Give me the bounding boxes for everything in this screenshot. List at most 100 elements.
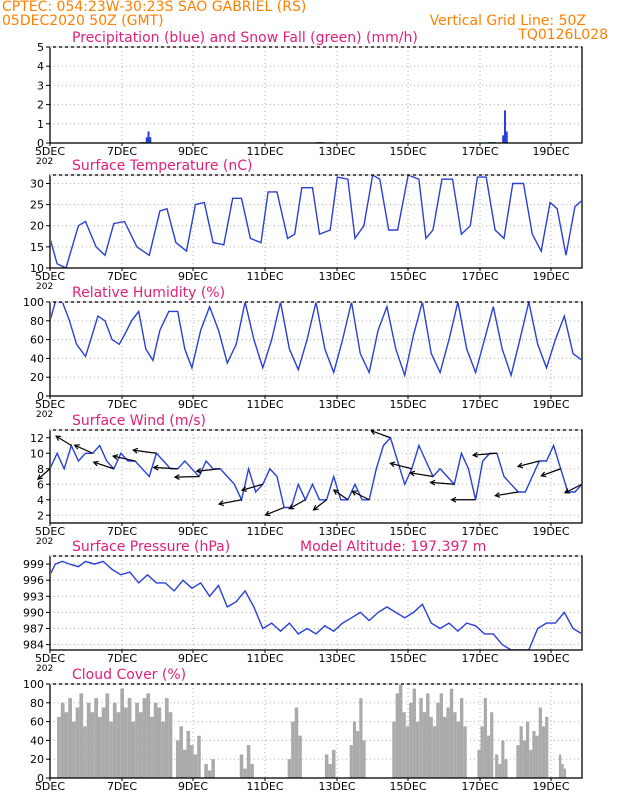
wind-arrow [351,490,370,501]
x-tick-label: 15DEC [389,398,426,411]
x-tick-label: 13DEC [318,525,355,538]
y-tick-label: 3 [37,79,44,92]
cloud-bar [352,721,357,778]
cloud-bar [250,763,254,778]
x-tick-label: 11DEC [246,652,283,665]
wind-arrow [333,489,349,501]
x-tick-label: 7DEC [107,145,137,158]
wind-arrow-head [563,488,571,494]
x-tick-label: 5DEC [35,270,65,283]
header-code: TQ0126L028 [518,27,608,43]
wind-arrow-head [312,504,319,511]
cloud-bar [399,684,403,778]
panel-precip: 0 1 2 3 4 5 5DEC 7DEC 9DEC 11DEC 13DEC 15DEC 17DEC 19… [35,30,583,167]
cloud-bar [532,731,536,778]
cloud-bar [538,707,542,778]
cloud-bar [105,693,110,778]
cloud-bar [298,735,302,778]
cloud-bar [522,740,526,778]
x-tick-label: 11DEC [246,270,283,283]
cloud-bar [405,726,410,778]
x-tick-label: 15DEC [389,525,426,538]
wind-arrow [495,491,519,497]
cloud-bar [459,698,464,778]
wind-arrow-head [195,467,202,474]
cloud-bar [490,712,494,778]
cloud-bar [164,698,169,778]
x-tick-label: 13DEC [318,145,355,158]
cloud-bar [561,763,564,778]
y-tick-label: 1 [37,118,44,131]
wind-arrow [93,461,115,470]
panel-title: Surface Temperature (nC) [72,158,253,174]
wind-arrow-head [288,504,295,510]
cloud-bar [541,726,546,778]
wind-arrows [37,429,583,517]
x-tick-label: 5DEC [35,652,65,665]
cloud-bar [161,721,165,778]
y-tick-label: 12 [30,432,44,445]
cloud-bar [412,688,416,778]
x-tick-label: 19DEC [532,398,569,411]
cloud-bar [90,712,95,778]
precip-bar [502,135,505,143]
cloud-bar [545,716,549,778]
cloud-bar [483,698,487,778]
wind-arrow-head [152,464,159,471]
wind-arrow [153,466,178,470]
y-tick-label: 993 [23,590,44,603]
wind-arrow [174,475,199,478]
wind-arrow [541,468,561,477]
wind-arrow [410,472,434,478]
cloud-bar [415,721,420,778]
cloud-bar [392,721,396,778]
wind-arrow-head [131,447,139,454]
wind-arrow-head [516,462,524,469]
wind-arrow-head [450,496,457,503]
y-tick-label: 4 [37,60,44,73]
wind-arrow-head [408,470,416,477]
cloud-bar [525,721,530,778]
y-tick-label: 0 [37,772,44,785]
cloud-bar [150,716,154,778]
cloud-bar [83,726,87,778]
cloud-bar [135,702,139,778]
wind-arrow [113,455,136,462]
cloud-bar [60,702,65,778]
y-tick-label: 100 [23,296,44,309]
cloud-bar [504,759,508,778]
wind-arrow-head [264,510,271,517]
y-tick-label: 60 [30,334,44,347]
x-tick-label: 5DEC [35,398,65,411]
cloud-bar [519,726,523,778]
year-stub: 202 [36,282,53,292]
x-tick-label: 19DEC [532,525,569,538]
series-line-wind [51,436,581,509]
series-line-temp [51,175,581,268]
panel-rh: 0 20 40 60 80 100 5DEC 7DEC 9DEC 11DEC 13DEC 15DEC 1… [23,285,583,420]
wind-arrow [370,430,391,439]
y-tick-label: 25 [30,199,44,212]
panel-wind: 2 4 6 8 10 12 5DEC 7DEC 9DEC 11DEC 13DEC 15DEC 17DEC… [30,413,583,547]
wind-arrow [564,483,583,494]
wind-arrow [196,468,221,472]
panel-title: Cloud Cover (%) [72,667,186,683]
year-stub: 202 [36,157,53,167]
cloud-bar [193,754,198,778]
y-tick-label: 80 [30,697,44,710]
y-tick-label: 60 [30,716,44,729]
x-tick-label: 11DEC [246,145,283,158]
panel-annotation: Model Altitude: 197.397 m [300,539,486,555]
cloud-bar [204,763,208,778]
x-tick-label: 17DEC [461,525,498,538]
cloud-bar [291,721,295,778]
wind-arrow-head [351,490,358,496]
panel-title: Surface Pressure (hPa) [72,539,230,555]
x-tick-label: 13DEC [318,398,355,411]
y-tick-label: 40 [30,352,44,365]
wind-arrow [517,460,540,468]
cloud-bar [419,698,423,778]
y-tick-label: 15 [30,241,44,254]
cloud-bar [477,749,481,778]
wind-arrow [241,483,263,491]
